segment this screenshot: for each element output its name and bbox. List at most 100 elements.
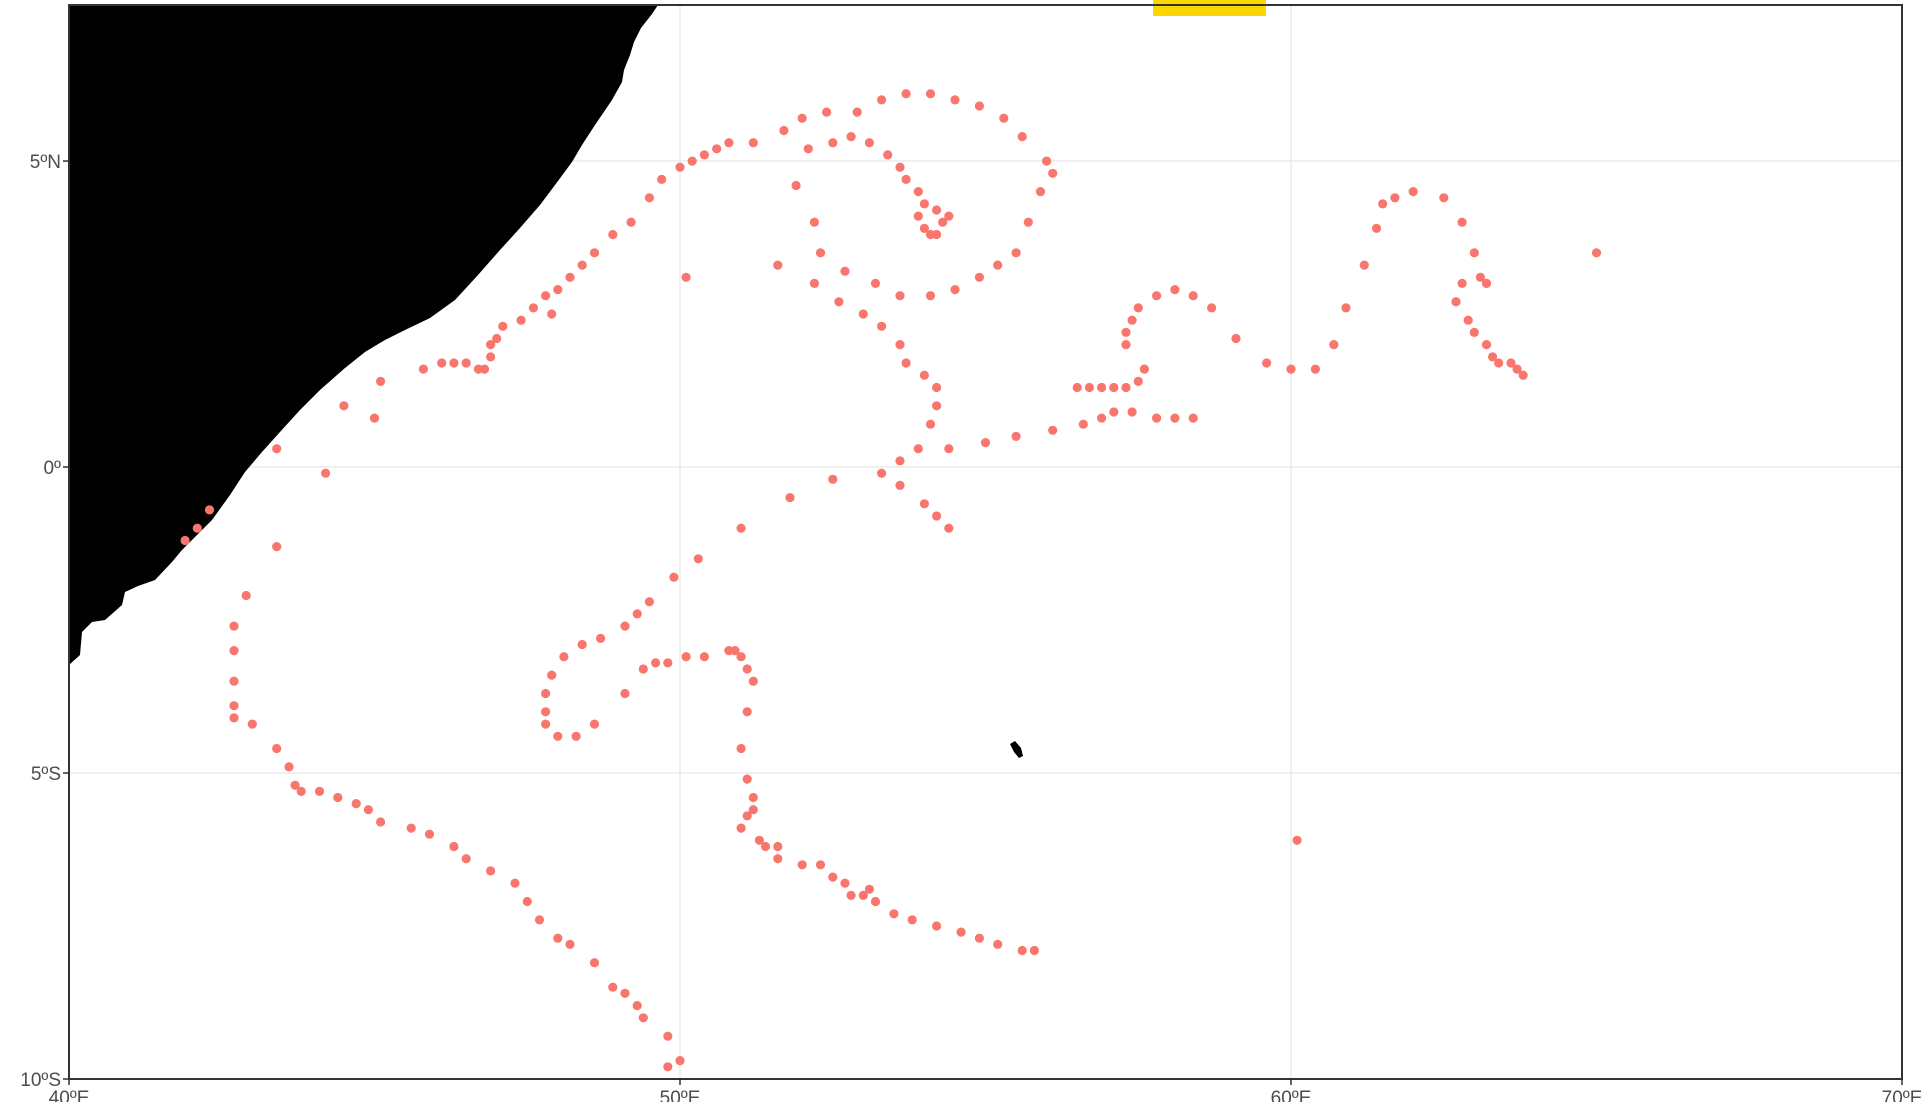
data-point	[1017, 132, 1027, 142]
data-point	[376, 817, 386, 827]
data-point	[919, 499, 930, 509]
data-point	[492, 333, 502, 344]
data-point	[1121, 327, 1131, 337]
data-point	[1109, 407, 1119, 417]
data-point	[1378, 199, 1388, 209]
data-point	[1591, 248, 1602, 258]
data-point	[742, 774, 752, 784]
data-point	[742, 707, 752, 717]
data-point	[901, 174, 911, 184]
data-point	[925, 89, 936, 99]
data-point	[589, 719, 600, 729]
data-point	[553, 933, 563, 943]
data-point	[895, 480, 905, 490]
data-point	[632, 1001, 642, 1011]
data-point	[1084, 382, 1094, 393]
data-point	[773, 854, 783, 864]
data-point	[644, 597, 655, 607]
data-point	[1035, 187, 1046, 197]
data-point	[229, 713, 239, 723]
data-point	[1127, 407, 1137, 417]
data-point	[736, 743, 746, 754]
data-point	[1451, 297, 1461, 307]
data-point	[809, 217, 820, 227]
data-point	[626, 217, 636, 227]
data-point	[229, 646, 239, 656]
data-point	[1463, 315, 1473, 325]
data-point	[913, 187, 923, 197]
data-point	[229, 701, 239, 711]
data-point	[919, 223, 930, 233]
data-point	[925, 229, 936, 240]
data-point	[919, 370, 930, 380]
data-point	[785, 493, 795, 503]
data-point	[663, 1062, 673, 1072]
data-point	[870, 278, 881, 288]
data-point	[663, 1031, 673, 1041]
data-point	[1481, 278, 1492, 288]
data-point	[1329, 340, 1339, 350]
data-point	[736, 823, 746, 833]
data-point	[993, 939, 1003, 950]
plot-frame	[68, 4, 1903, 1080]
data-point	[571, 731, 581, 741]
data-point	[589, 958, 600, 968]
data-point	[932, 401, 942, 411]
data-point	[229, 676, 239, 686]
data-point	[565, 939, 575, 950]
data-point	[620, 621, 630, 631]
data-point	[461, 358, 471, 368]
data-point	[553, 285, 563, 295]
data-point	[424, 829, 435, 839]
data-point	[791, 180, 801, 191]
data-point	[1139, 364, 1149, 374]
data-point	[760, 841, 771, 852]
data-point	[534, 915, 545, 925]
data-point	[1457, 278, 1467, 288]
data-point	[699, 652, 710, 662]
data-point	[577, 639, 587, 650]
data-point	[241, 590, 251, 601]
data-point	[1518, 370, 1528, 380]
data-point	[1097, 382, 1107, 393]
highlight-marker	[1153, 0, 1266, 16]
data-point	[1023, 217, 1033, 227]
data-point	[541, 291, 551, 301]
data-point	[858, 890, 868, 901]
data-point	[1310, 364, 1320, 374]
data-point	[547, 309, 557, 319]
data-point	[1506, 358, 1516, 368]
data-point	[528, 303, 539, 313]
data-point	[681, 652, 691, 662]
data-point	[877, 95, 887, 105]
data-point	[1133, 376, 1143, 386]
data-point	[510, 878, 520, 888]
data-point	[901, 89, 911, 99]
data-point	[1475, 272, 1485, 282]
data-point	[858, 309, 868, 319]
data-point	[1457, 217, 1467, 227]
x-tick-label: 50ºE	[660, 1088, 701, 1102]
data-point	[742, 811, 752, 821]
data-point	[925, 291, 936, 301]
data-point	[1133, 303, 1143, 313]
data-point	[314, 786, 325, 797]
data-point	[644, 193, 655, 203]
data-point	[284, 762, 294, 772]
data-point	[333, 792, 343, 803]
data-point	[461, 854, 471, 864]
data-point	[834, 297, 844, 307]
data-point	[754, 835, 765, 845]
x-tick-label: 40ºE	[49, 1088, 90, 1102]
data-point	[828, 474, 838, 484]
data-point	[290, 780, 300, 790]
data-point	[486, 866, 496, 876]
data-point	[864, 138, 875, 148]
data-point	[229, 621, 239, 631]
data-point	[950, 285, 960, 295]
data-point	[932, 205, 942, 215]
axis-tick-labels: 40ºE 50ºE 60ºE 70ºE 5ºN 0º 5ºS 10ºS	[20, 152, 1921, 1102]
data-point	[932, 511, 942, 521]
data-point	[895, 456, 905, 466]
data-point	[773, 841, 783, 852]
